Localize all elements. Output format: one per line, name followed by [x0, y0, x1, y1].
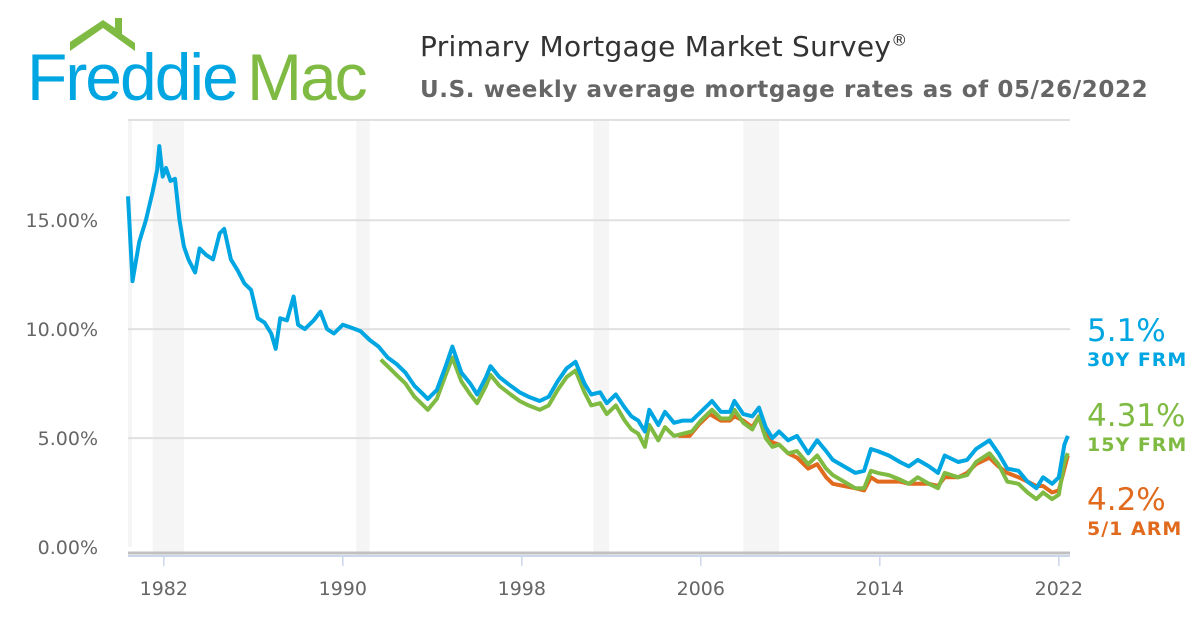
recession-band	[356, 120, 370, 555]
y-tick-label: 10.00%	[26, 319, 98, 341]
series-line-frm30	[126, 144, 1070, 491]
y-tick-label: 5.00%	[38, 428, 98, 450]
x-tick-label: 2014	[856, 578, 904, 600]
x-tick-label: 1990	[319, 578, 367, 600]
latest-15y-value: 4.31%	[1087, 398, 1186, 434]
recession-band	[152, 120, 184, 555]
legend-15y: 4.31% 15Y FRM	[1087, 398, 1187, 456]
latest-arm-value: 4.2%	[1087, 482, 1166, 518]
series-30y-name: 30Y FRM	[1087, 349, 1188, 371]
legend-arm: 4.2% 5/1 ARM	[1087, 482, 1182, 540]
x-tick-label: 1998	[498, 578, 546, 600]
y-tick-label: 0.00%	[38, 537, 98, 559]
series-arm-name: 5/1 ARM	[1087, 518, 1183, 540]
latest-30y-value: 5.1%	[1087, 313, 1166, 349]
freddie-mac-logo: Freddie Mac	[27, 18, 369, 108]
recession-band	[743, 120, 780, 555]
recession-band	[593, 120, 610, 555]
x-tick-label: 2006	[677, 578, 725, 600]
chart-subtitle: U.S. weekly average mortgage rates as of…	[420, 77, 1149, 103]
chart-title: Primary Mortgage Market Survey®	[420, 30, 908, 63]
svg-text:Freddie: Freddie	[27, 40, 237, 108]
house-roof-icon	[70, 18, 135, 51]
series-line-frm15	[379, 355, 1070, 502]
legend-30y: 5.1% 30Y FRM	[1087, 313, 1187, 371]
y-tick-label: 15.00%	[26, 210, 98, 232]
x-tick-label: 2022	[1035, 578, 1083, 600]
series-15y-name: 15Y FRM	[1087, 434, 1188, 456]
x-tick-label: 1982	[140, 578, 188, 600]
recession-band	[128, 120, 132, 547]
svg-text:Mac: Mac	[247, 40, 367, 108]
